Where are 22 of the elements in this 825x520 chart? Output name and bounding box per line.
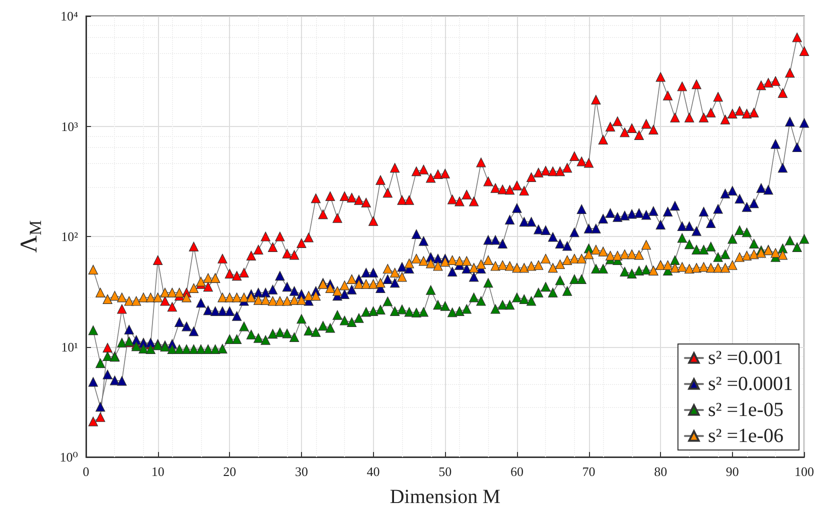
y-tick-label: 10¹ xyxy=(61,339,78,354)
y-tick-label: 10⁰ xyxy=(60,450,78,464)
legend-label: s² =0.001 xyxy=(708,347,784,369)
y-axis-title: ΛM xyxy=(16,220,45,253)
y-tick-label: 10³ xyxy=(61,118,78,134)
x-tick-label: 80 xyxy=(654,464,668,479)
x-tick-label: 50 xyxy=(438,464,452,479)
x-tick-label: 100 xyxy=(794,464,814,479)
x-tick-label: 90 xyxy=(726,464,739,479)
x-tick-label: 60 xyxy=(510,464,524,479)
x-tick-label: 0 xyxy=(82,464,90,479)
y-tick-label: 10² xyxy=(61,229,78,244)
x-tick-label: 20 xyxy=(223,464,236,479)
x-tick-label: 10 xyxy=(151,464,164,479)
x-axis-title: Dimension M xyxy=(390,486,501,508)
legend-label: s² =1e-05 xyxy=(708,399,784,421)
y-tick-label: 10⁴ xyxy=(60,8,78,24)
x-tick-label: 30 xyxy=(294,464,308,479)
x-tick-label: 40 xyxy=(366,464,380,479)
x-tick-label: 70 xyxy=(582,464,596,479)
legend-label: s² =1e-06 xyxy=(708,425,784,447)
legend-label: s² =0.0001 xyxy=(708,373,794,395)
